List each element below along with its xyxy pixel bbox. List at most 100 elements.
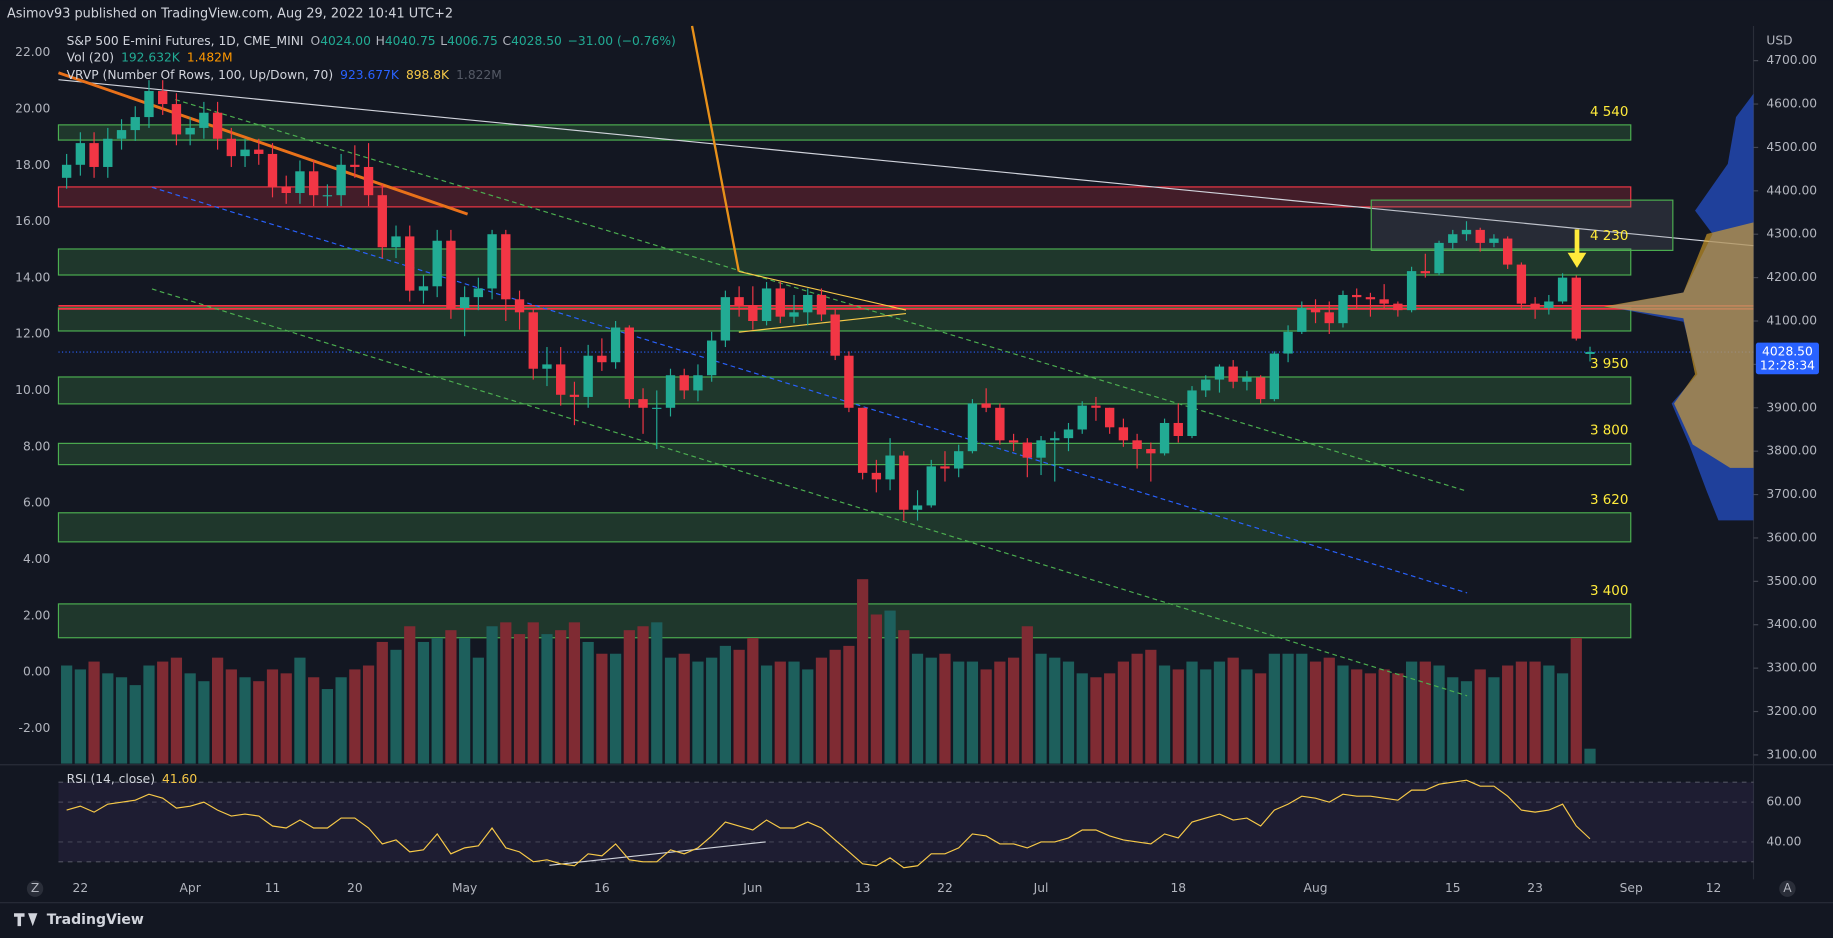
candle-body [1502,238,1513,265]
candle-body [432,240,442,287]
volume-bar [747,638,759,764]
indicator-name: Vol (20) [67,50,114,64]
ohlc-label: O [311,34,321,48]
volume-bar [486,626,498,764]
volume-bar [1076,673,1088,764]
candle-body [514,299,525,313]
y-tick-label: 4300.00 [1766,227,1817,241]
indicator-name: VRVP (Number Of Rows, 100, Up/Down, 70) [67,68,334,82]
y-tick-label: 3100.00 [1766,747,1817,761]
front-layer: S&P 500 E-mini Futures, 1D, CME_MINI O402… [15,34,1819,895]
ohlc-value: 4028.50 [511,34,562,48]
candle-body [254,149,264,154]
vrvp-up: 923.677K [340,68,400,82]
candle-body [775,288,785,317]
candle-body [1063,429,1074,439]
zone-label: 3 620 [1590,493,1628,508]
candle-body [1242,377,1252,382]
y2-tick-label: 6.00 [23,496,50,510]
button-label[interactable]: A [1783,881,1792,895]
volume-bar [966,661,979,764]
candle-body [89,143,99,167]
last-price-box [1755,342,1819,375]
volume-bar [1172,669,1184,764]
candle-body [706,340,717,376]
candle-body [665,375,676,408]
candle-body [556,364,566,395]
candle-body [1516,264,1527,304]
candle-body [446,240,456,308]
candle-body [1393,303,1403,311]
x-tick-label: Sep [1620,881,1643,895]
volume-bar [939,653,951,764]
candle-body [748,305,758,322]
candle-body [1434,242,1444,274]
candle-body [830,314,840,356]
candle-body [1352,294,1362,298]
trendline [57,71,469,216]
candle-body [1420,271,1430,274]
volume-bar [541,634,553,764]
candle-body [899,455,909,510]
candle-body [171,104,182,135]
volume-bar [719,645,732,764]
publisher: Asimov93 published on TradingView.com, A… [7,7,453,22]
volume-readout: 192.632K [121,50,181,64]
candle-body [597,355,607,363]
brand: TradingView [47,912,144,928]
volume-bar [1529,661,1541,764]
candle-body [583,355,593,397]
candle-body [1008,440,1019,443]
volume-bar [1255,673,1267,764]
candle-body [1544,301,1554,308]
volume-bar [74,669,86,764]
rsi-tick-label: 60.00 [1766,795,1801,809]
volume-bar [170,657,183,764]
button-label[interactable]: Z [31,881,39,895]
candle-body [158,91,168,105]
y-tick-label: 3600.00 [1766,530,1817,544]
volume-bar [678,653,690,764]
candle-body [569,394,580,397]
volume-bar [651,622,663,764]
zone-label: 3 950 [1590,357,1628,372]
y2-tick-label: 12.00 [15,327,50,341]
y2-tick-label: 22.00 [15,45,50,59]
volume-bar [898,630,910,764]
candle-body [1022,442,1032,458]
volume-bar [1227,657,1239,764]
button[interactable] [26,880,44,897]
x-tick-label: Jul [1033,881,1049,895]
volume-bar [870,614,882,764]
last-price-label: 4028.50 [1762,345,1813,359]
ohlc-value: 4040.75 [385,34,436,48]
volume-bar [1049,657,1061,764]
volume-bar [568,622,581,764]
candle-body [1050,438,1060,441]
volume-bar [733,649,745,764]
zone [57,512,1632,543]
y2-tick-label: 20.00 [15,102,50,116]
volume-bar [211,657,224,764]
candle-body [226,138,236,157]
candle-body [816,294,827,315]
candle-body [1269,353,1280,400]
volume-bar [1351,669,1363,764]
candle-body [528,312,538,369]
y-tick-label: 3200.00 [1766,704,1817,718]
volume-bar [760,665,773,764]
candle-body [1557,277,1568,302]
candle-body [912,505,923,510]
countdown: 12:28:34 [1760,359,1815,373]
candle-body [734,297,744,306]
zone [57,186,1632,208]
candle-body [871,472,882,480]
x-tick-label: 23 [1527,881,1543,895]
candle-body [116,130,127,139]
y2-tick-label: 8.00 [23,439,50,453]
button[interactable] [1779,880,1796,897]
y-tick-label: 3400.00 [1766,617,1817,631]
candle-body [405,236,415,291]
candle-body [363,166,374,196]
volume-bar [980,669,992,764]
